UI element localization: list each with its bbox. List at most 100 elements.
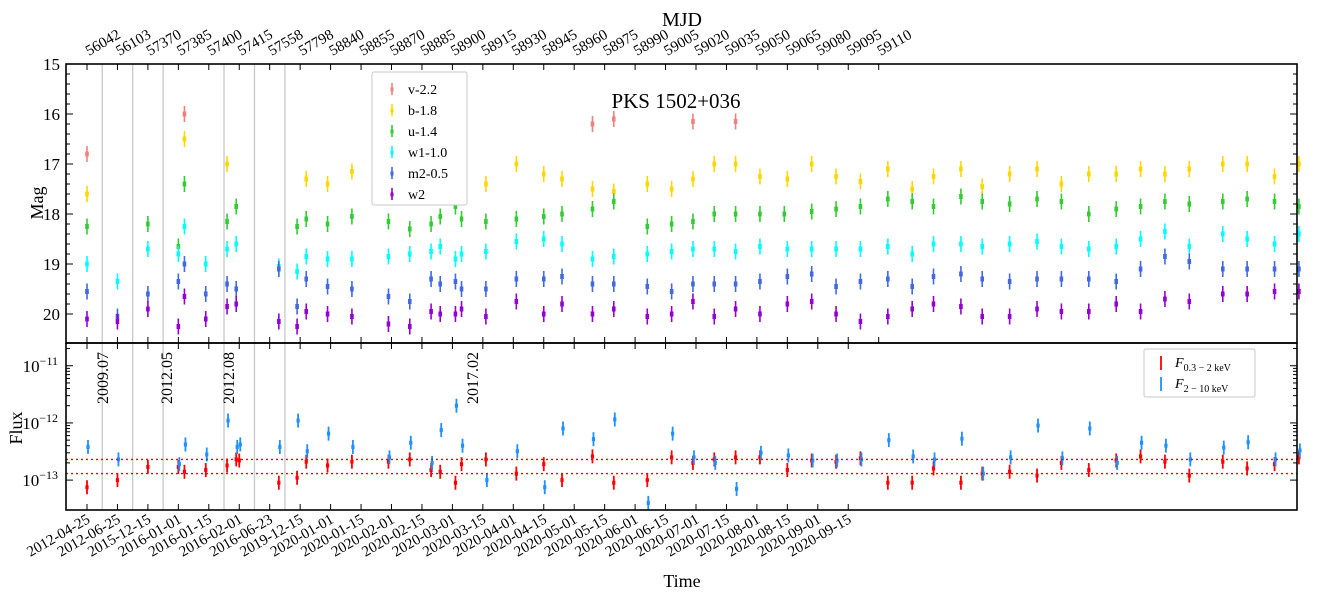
marker [326, 431, 331, 436]
flux-point-F2-10keV [1036, 418, 1040, 433]
marker [85, 191, 89, 197]
marker [931, 274, 936, 279]
marker [1163, 229, 1167, 234]
marker [1114, 279, 1119, 284]
mag-point-b-1.8 [669, 181, 674, 197]
mag-point-u-1.4 [1059, 193, 1064, 210]
mag-point-w1-1.0 [931, 236, 936, 252]
mag-point-w1-1.0 [959, 236, 963, 252]
marker [183, 442, 188, 447]
marker [176, 251, 181, 257]
flux-tick-label: 10−13 [22, 468, 58, 490]
marker [350, 256, 354, 262]
mag-point-b-1.8 [1220, 156, 1225, 172]
marker [1087, 211, 1091, 217]
mag-point-m2-0.5 [785, 268, 790, 285]
mag-point-m2-0.5 [834, 278, 838, 295]
marker [325, 463, 330, 468]
marker [541, 171, 546, 177]
marker [429, 221, 433, 227]
marker [1222, 445, 1226, 450]
marker [670, 455, 674, 460]
flux-point-F2-10keV [835, 453, 839, 468]
marker [1298, 448, 1302, 453]
marker [1115, 460, 1119, 465]
mag-point-w1-1.0 [1220, 226, 1225, 242]
flux-point-F2-10keV [485, 473, 489, 488]
mag-point-b-1.8 [1138, 161, 1143, 177]
flux-point-F0.3-2keV [484, 452, 488, 467]
marker [785, 176, 790, 182]
mag-point-m2-0.5 [886, 271, 890, 287]
flux-point-F2-10keV [226, 413, 230, 428]
mag-point-w2 [691, 293, 695, 310]
marker [733, 306, 738, 312]
marker [439, 428, 443, 433]
mag-point-w1-1.0 [1163, 223, 1167, 240]
marker [459, 286, 464, 292]
mag-legend-dot [390, 108, 394, 113]
mag-point-w1-1.0 [115, 273, 120, 290]
mag-point-b-1.8 [350, 163, 354, 180]
mag-point-w2 [1297, 283, 1301, 300]
mag-point-u-1.4 [1272, 193, 1277, 210]
mag-point-m2-0.5 [560, 268, 564, 285]
marker [386, 294, 391, 299]
flux-point-F2-10keV [177, 457, 181, 472]
mag-point-u-1.4 [758, 206, 762, 222]
mag-point-u-1.4 [1087, 206, 1091, 222]
mag-point-m2-0.5 [514, 271, 519, 287]
mag-legend-dot [390, 192, 394, 197]
mag-point-m2-0.5 [325, 278, 330, 295]
marker [691, 219, 695, 224]
marker [146, 246, 150, 252]
marker [809, 209, 814, 214]
mag-point-w1-1.0 [1245, 231, 1249, 247]
mag-point-m2-0.5 [234, 281, 239, 297]
mag-point-u-1.4 [1138, 198, 1143, 215]
marker [1272, 199, 1277, 204]
marker [387, 455, 392, 460]
marker [980, 244, 985, 249]
marker [712, 314, 717, 319]
flux-point-F2-10keV [671, 426, 675, 441]
marker [182, 136, 187, 142]
marker [910, 480, 914, 485]
marker [1114, 244, 1119, 249]
marker [1187, 201, 1192, 207]
mag-point-w2 [115, 313, 120, 330]
marker [834, 246, 838, 252]
mag-point-u-1.4 [560, 206, 564, 222]
mag-point-b-1.8 [858, 173, 863, 190]
marker [886, 244, 890, 249]
marker [858, 279, 863, 284]
marker [237, 458, 241, 463]
marker [182, 469, 187, 474]
mag-point-m2-0.5 [712, 276, 717, 292]
marker [409, 440, 413, 445]
mag-point-m2-0.5 [1187, 253, 1192, 270]
marker [886, 276, 890, 282]
marker [981, 471, 985, 476]
marker [514, 299, 519, 304]
marker [1008, 469, 1012, 474]
marker [182, 181, 187, 187]
marker [453, 279, 458, 284]
mag-point-u-1.4 [407, 221, 412, 237]
marker [959, 166, 963, 172]
mag-legend-label: m2-0.5 [408, 167, 448, 182]
mag-point-w2 [350, 308, 354, 325]
marker [886, 480, 890, 485]
marker [809, 246, 814, 252]
mag-point-w1-1.0 [438, 238, 443, 255]
flux-legend-label: F0.3 − 2 keV [1174, 356, 1232, 374]
flux-point-F0.3-2keV [785, 463, 789, 478]
marker [176, 464, 180, 469]
marker [182, 111, 187, 117]
marker [304, 176, 309, 182]
mag-point-w1-1.0 [182, 218, 187, 235]
marker [612, 480, 616, 485]
marker [85, 224, 89, 229]
flux-point-F2-10keV [515, 444, 519, 459]
marker [887, 438, 891, 443]
